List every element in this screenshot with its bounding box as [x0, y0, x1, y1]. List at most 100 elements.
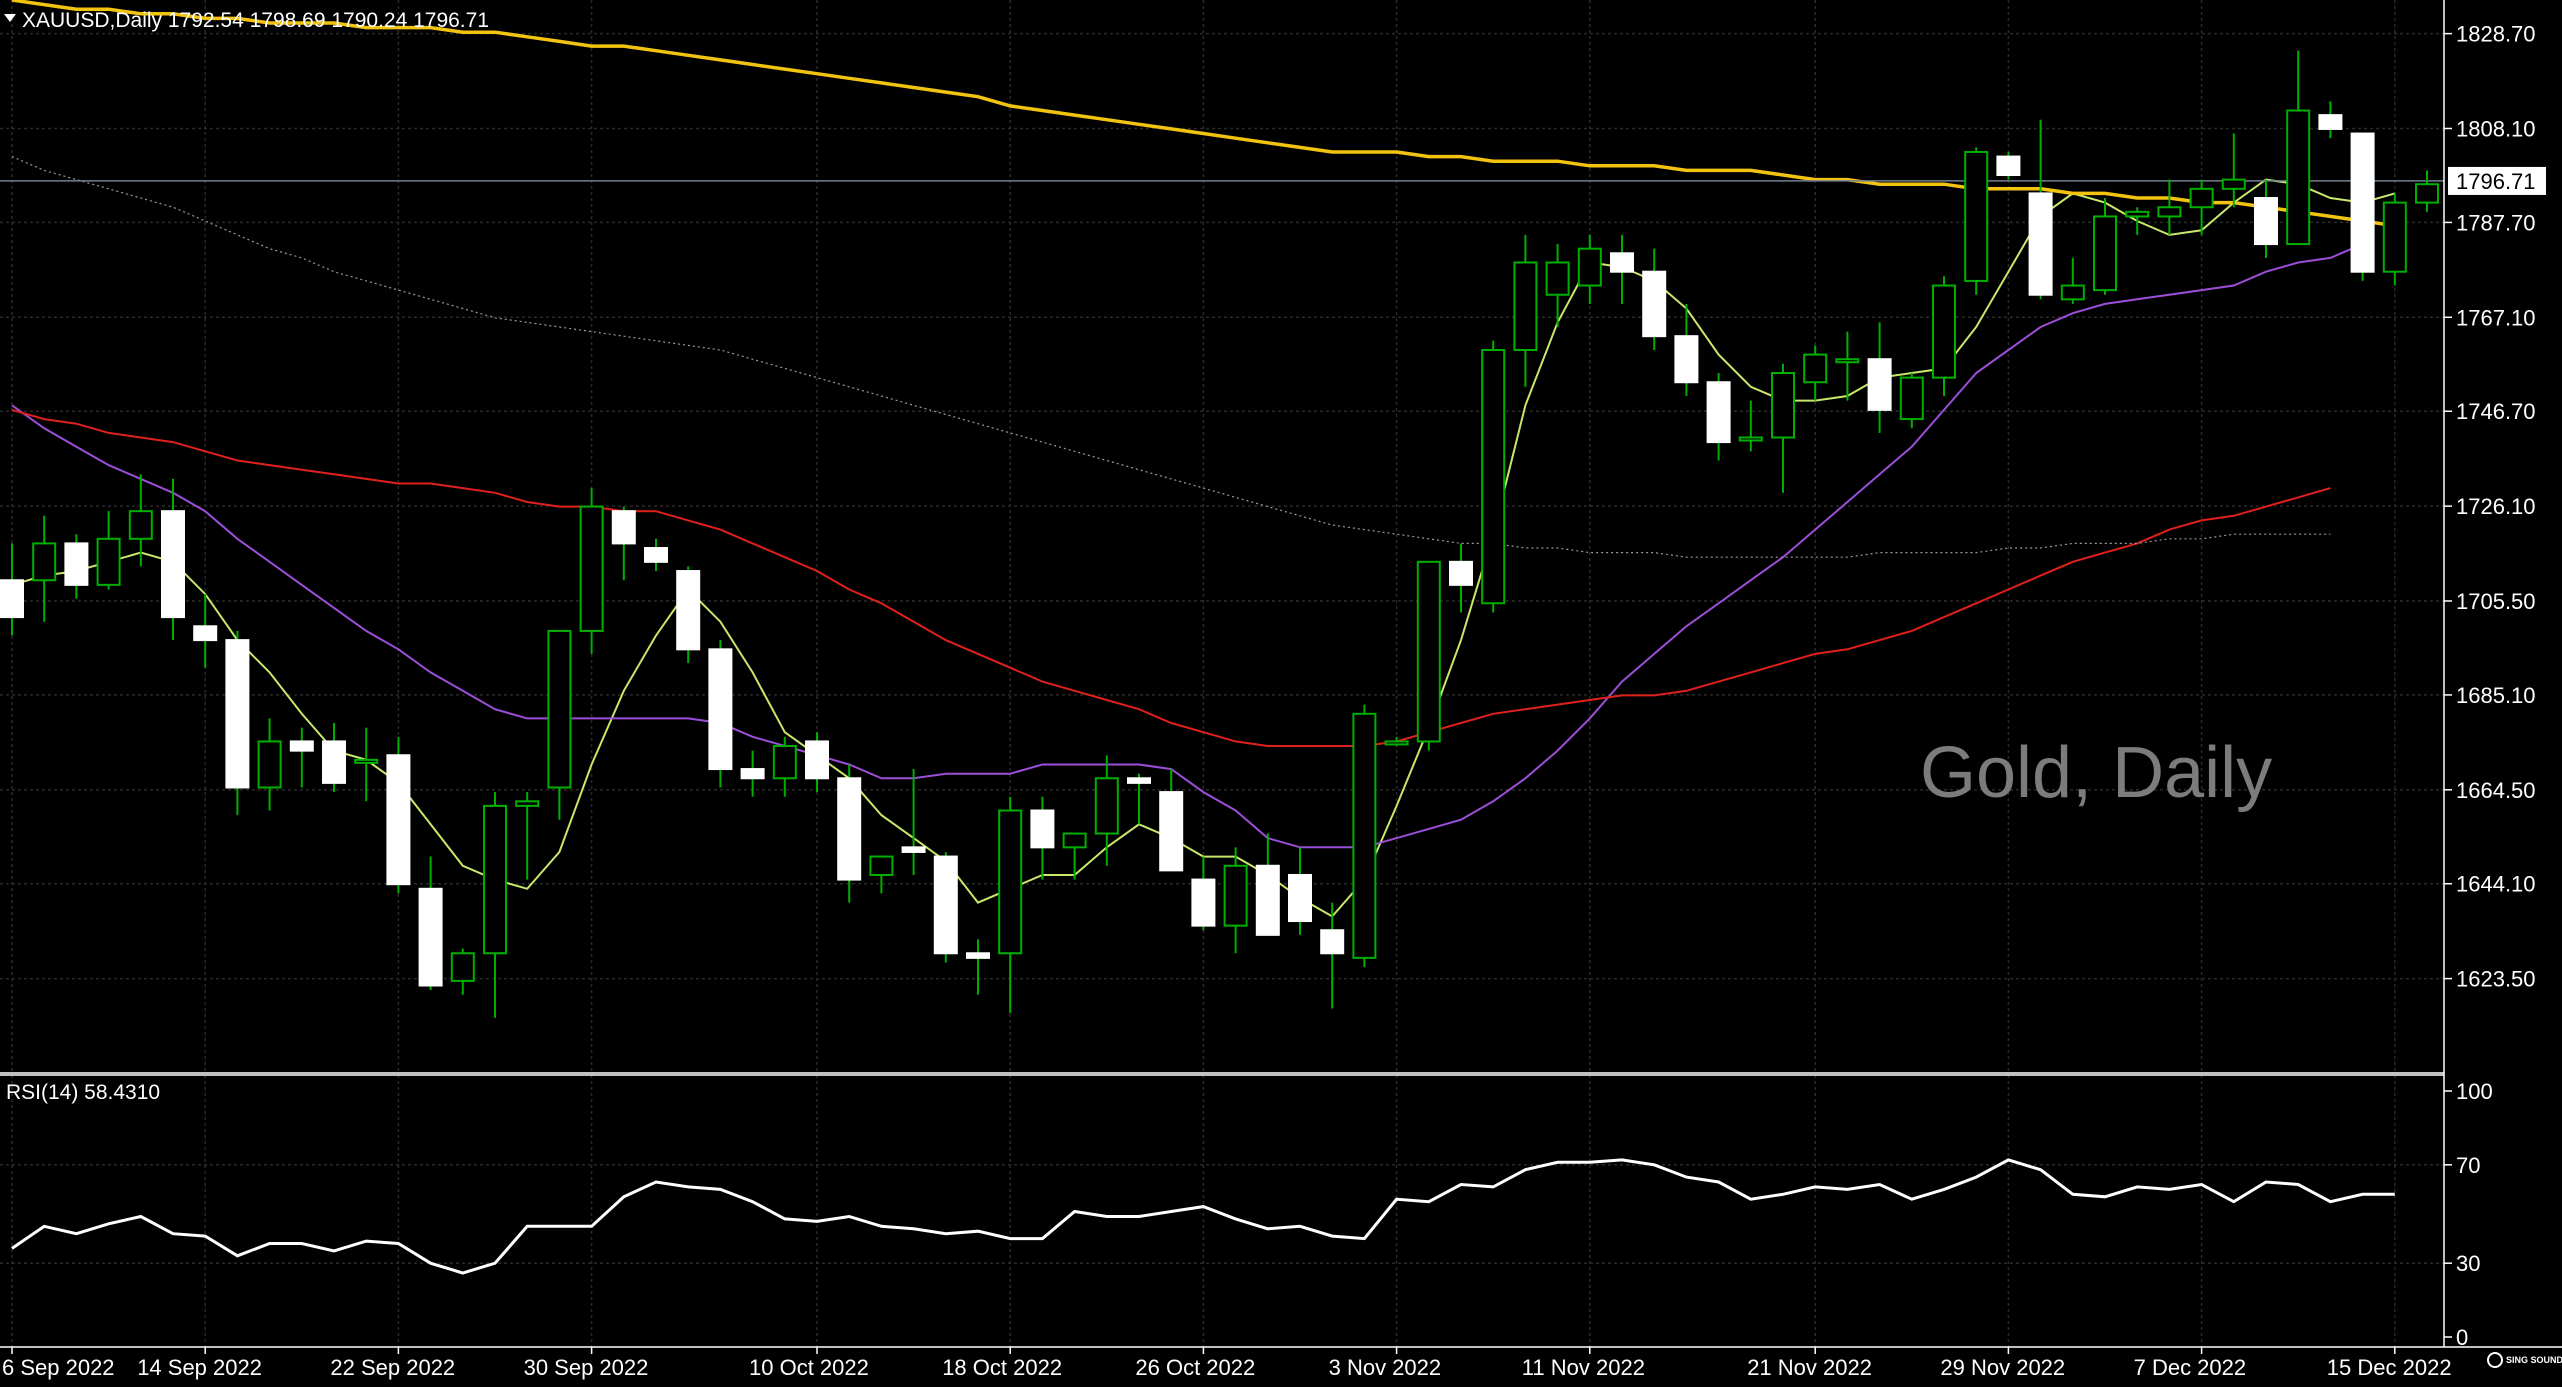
- ma-line: [11, 156, 2331, 558]
- candle-body: [1803, 353, 1828, 384]
- ma-line: [11, 243, 2363, 849]
- candle-body: [869, 855, 894, 876]
- broker-logo: SING SOUND: [2487, 1352, 2562, 1368]
- candle-body: [1030, 809, 1055, 849]
- y-tick-label: 1685.10: [2456, 683, 2536, 708]
- candle-body: [1384, 740, 1409, 746]
- candle-body: [1513, 261, 1538, 351]
- candle-body: [1223, 864, 1248, 927]
- candle-body: [1481, 348, 1506, 605]
- candle-body: [1191, 878, 1216, 927]
- candle-body: [1094, 777, 1119, 835]
- x-tick-label: 7 Dec 2022: [2134, 1355, 2247, 1380]
- candle-body: [1352, 712, 1377, 959]
- candle-body: [1127, 777, 1151, 784]
- x-tick-label: 30 Sep 2022: [524, 1355, 649, 1380]
- candle-body: [193, 625, 218, 642]
- rsi-y-tick-label: 100: [2456, 1079, 2493, 1104]
- ma-line: [11, 408, 2331, 747]
- logo-icon: [2487, 1352, 2503, 1368]
- ma-line: [11, 0, 2396, 228]
- x-tick-label: 6 Sep 2022: [2, 1355, 115, 1380]
- candle-body: [161, 510, 185, 619]
- x-tick-label: 21 Nov 2022: [1747, 1355, 1872, 1380]
- current-price-label: 1796.71: [2456, 169, 2536, 194]
- y-tick-label: 1705.50: [2456, 589, 2536, 614]
- candle-body: [1835, 358, 1860, 364]
- candle-body: [450, 952, 475, 982]
- candle-body: [515, 800, 540, 807]
- candle-body: [1996, 155, 2021, 176]
- candle-body: [901, 846, 926, 853]
- candle-body: [64, 542, 89, 586]
- candle-body: [1964, 150, 1989, 282]
- candle-body: [1545, 261, 1570, 296]
- y-tick-label: 1623.50: [2456, 967, 2536, 992]
- x-tick-label: 26 Oct 2022: [1135, 1355, 1255, 1380]
- candle-body: [772, 745, 797, 780]
- candle-body: [2221, 178, 2246, 190]
- candle-body: [547, 629, 572, 789]
- rsi-line: [11, 1158, 2395, 1275]
- y-tick-label: 1644.10: [2456, 872, 2536, 897]
- candle-body: [322, 740, 346, 784]
- x-tick-label: 14 Sep 2022: [137, 1355, 262, 1380]
- x-tick-label: 22 Sep 2022: [330, 1355, 455, 1380]
- candle-body: [1288, 873, 1312, 923]
- candle-body: [32, 542, 57, 582]
- candle-body: [418, 887, 443, 987]
- candle-body: [2060, 284, 2085, 301]
- candle-body: [644, 547, 668, 563]
- candle-body: [96, 537, 121, 586]
- candle-body: [1867, 358, 1892, 411]
- y-tick-label: 1746.70: [2456, 399, 2536, 424]
- candle-body: [289, 740, 314, 752]
- x-tick-label: 3 Nov 2022: [1329, 1355, 1442, 1380]
- y-tick-label: 1726.10: [2456, 494, 2536, 519]
- candlesticks: [0, 50, 2439, 1018]
- candle-body: [1416, 560, 1441, 743]
- candle-body: [933, 855, 958, 955]
- candle-body: [708, 648, 733, 771]
- candle-body: [1738, 436, 1763, 442]
- candle-body: [2157, 206, 2182, 218]
- candle-body: [966, 952, 990, 959]
- x-tick-label: 15 Dec 2022: [2327, 1355, 2452, 1380]
- candle-body: [2254, 197, 2278, 246]
- candle-body: [1899, 376, 1924, 421]
- x-tick-label: 29 Nov 2022: [1940, 1355, 2065, 1380]
- logo-text: SING SOUND: [2506, 1355, 2562, 1365]
- candle-body: [805, 740, 829, 780]
- candle-body: [1062, 832, 1087, 849]
- candle-body: [257, 740, 282, 789]
- y-tick-label: 1787.70: [2456, 210, 2536, 235]
- y-tick-label: 1767.10: [2456, 305, 2536, 330]
- dropdown-triangle-icon[interactable]: [4, 14, 16, 22]
- candle-body: [676, 570, 701, 651]
- candle-body: [1610, 252, 1634, 273]
- candle-body: [1449, 560, 1473, 586]
- symbol-watermark: Gold, Daily: [1920, 733, 2272, 813]
- candle-body: [2318, 114, 2343, 130]
- candle-body: [740, 768, 765, 780]
- rsi-y-tick-label: 70: [2456, 1153, 2480, 1178]
- candle-body: [386, 754, 411, 886]
- candle-body: [1771, 372, 1795, 439]
- panel-frames: [0, 0, 2562, 1348]
- candle-body: [1932, 284, 1956, 379]
- candle-body: [837, 777, 862, 881]
- current-price-box: [2448, 166, 2546, 195]
- candle-body: [1159, 791, 1184, 872]
- candle-body: [0, 579, 24, 619]
- candle-body: [2189, 187, 2214, 209]
- candle-body: [2028, 192, 2053, 296]
- x-tick-label: 18 Oct 2022: [942, 1355, 1062, 1380]
- candle-body: [2415, 183, 2439, 204]
- y-tick-label: 1808.10: [2456, 116, 2536, 141]
- candle-body: [1577, 247, 1602, 287]
- candle-body: [611, 510, 636, 545]
- candle-body: [1320, 929, 1345, 955]
- symbol-header: XAUUSD,Daily 1792.54 1798.69 1790.24 179…: [22, 9, 489, 32]
- candle-body: [579, 505, 604, 632]
